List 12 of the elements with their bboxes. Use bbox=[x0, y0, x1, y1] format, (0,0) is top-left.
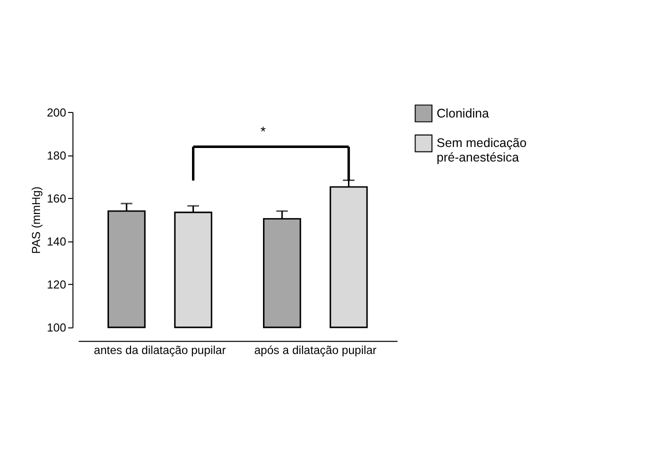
y-tick-label: 180 bbox=[46, 150, 66, 162]
y-tick-label: 160 bbox=[46, 193, 66, 206]
y-tick-label: 140 bbox=[46, 236, 66, 249]
legend-label: Clonidina bbox=[436, 106, 489, 120]
y-axis-title: PAS (mmHg) bbox=[31, 186, 44, 254]
legend-label: Sem medicação pré-anestésica bbox=[436, 136, 527, 165]
x-tick-label: após a dilatação pupilar bbox=[254, 344, 377, 357]
annotation: * bbox=[260, 124, 266, 140]
y-tick-label: 120 bbox=[46, 280, 66, 292]
y-tick-label: 200 bbox=[46, 107, 66, 120]
y-tick-label: 100 bbox=[46, 322, 66, 335]
x-tick-label: antes da dilatação pupilar bbox=[94, 344, 226, 357]
